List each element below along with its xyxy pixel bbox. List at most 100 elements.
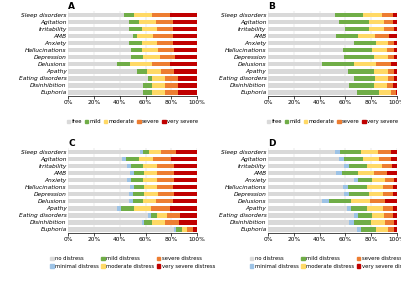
Bar [391, 150, 397, 154]
Bar [381, 164, 392, 168]
Bar [68, 41, 129, 45]
Bar [144, 220, 152, 225]
Bar [268, 185, 343, 189]
Bar [187, 227, 193, 232]
Bar [174, 164, 197, 168]
Bar [361, 150, 378, 154]
Bar [136, 34, 153, 38]
Bar [128, 164, 132, 168]
Bar [182, 227, 187, 232]
Bar [158, 192, 174, 197]
Bar [152, 83, 165, 88]
Bar [344, 164, 349, 168]
Bar [370, 199, 385, 203]
Bar [168, 213, 180, 218]
Bar [133, 34, 136, 38]
Bar [349, 220, 354, 225]
Bar [133, 199, 143, 203]
Bar [68, 76, 148, 81]
Bar [268, 41, 354, 45]
Bar [178, 90, 197, 95]
Bar [377, 62, 391, 66]
Bar [139, 156, 153, 161]
Bar [369, 20, 384, 24]
Bar [344, 55, 374, 59]
Bar [165, 76, 178, 81]
Bar [132, 48, 142, 53]
Bar [157, 41, 172, 45]
Bar [358, 34, 375, 38]
Bar [174, 171, 197, 175]
Bar [157, 27, 172, 31]
Bar [354, 220, 371, 225]
Bar [374, 83, 387, 88]
Bar [143, 199, 156, 203]
Bar [68, 185, 130, 189]
Bar [350, 206, 367, 210]
Bar [170, 12, 197, 17]
Bar [268, 62, 322, 66]
Bar [68, 171, 130, 175]
Bar [174, 178, 197, 182]
Bar [268, 213, 354, 218]
Bar [268, 150, 335, 154]
Bar [142, 48, 158, 53]
Bar [378, 150, 391, 154]
Bar [374, 69, 388, 74]
Bar [377, 227, 388, 232]
Bar [156, 20, 172, 24]
Bar [367, 206, 383, 210]
Bar [147, 69, 161, 74]
Bar [385, 199, 397, 203]
Bar [132, 55, 143, 59]
Bar [170, 206, 197, 210]
Bar [383, 185, 393, 189]
Bar [349, 192, 369, 197]
Bar [152, 220, 165, 225]
Bar [172, 185, 197, 189]
Bar [161, 69, 174, 74]
Bar [357, 227, 361, 232]
Bar [165, 90, 178, 95]
Bar [358, 178, 373, 182]
Bar [144, 171, 157, 175]
Bar [193, 227, 197, 232]
Bar [268, 192, 344, 197]
Bar [358, 171, 374, 175]
Bar [151, 213, 157, 218]
Bar [157, 185, 172, 189]
Bar [132, 164, 143, 168]
Bar [134, 206, 151, 210]
Bar [350, 199, 370, 203]
Bar [393, 20, 397, 24]
Legend: free, mild, moderate, severe, very severe: free, mild, moderate, severe, very sever… [65, 117, 200, 126]
Bar [268, 220, 349, 225]
Bar [68, 150, 140, 154]
Bar [176, 227, 182, 232]
Bar [367, 185, 383, 189]
Bar [393, 192, 397, 197]
Bar [371, 220, 385, 225]
Bar [357, 90, 379, 95]
Bar [393, 12, 397, 17]
Bar [363, 12, 381, 17]
Legend: no distress, minimal distress, mild distress, moderate distress, severe distress: no distress, minimal distress, mild dist… [248, 254, 401, 271]
Bar [153, 156, 171, 161]
Bar [377, 41, 388, 45]
Bar [268, 48, 343, 53]
Bar [268, 199, 322, 203]
Bar [395, 48, 397, 53]
Bar [268, 156, 339, 161]
Bar [172, 20, 197, 24]
Bar [144, 192, 158, 197]
Bar [329, 199, 350, 203]
Bar [161, 150, 176, 154]
Bar [128, 178, 132, 182]
Bar [132, 178, 143, 182]
Bar [395, 76, 397, 81]
Bar [343, 185, 348, 189]
Text: B: B [268, 2, 275, 11]
Bar [68, 164, 128, 168]
Bar [335, 12, 363, 17]
Bar [349, 83, 374, 88]
